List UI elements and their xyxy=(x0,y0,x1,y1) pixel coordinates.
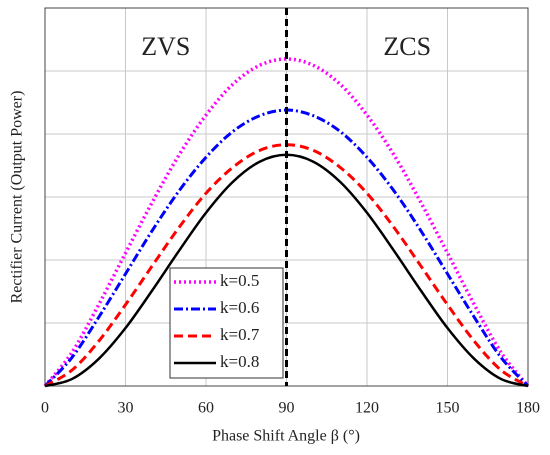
line-series xyxy=(43,57,530,388)
legend-label: k=0.8 xyxy=(220,352,259,371)
legend-label: k=0.7 xyxy=(220,325,260,344)
legend-label: k=0.5 xyxy=(220,271,259,290)
x-axis-label: Phase Shift Angle β (°) xyxy=(212,428,360,445)
x-tick-label: 60 xyxy=(198,400,214,417)
legend-box xyxy=(169,267,284,379)
x-tick-label: 90 xyxy=(279,400,295,417)
x-tick-label: 180 xyxy=(516,400,540,417)
x-tick-label: 150 xyxy=(436,400,460,417)
x-tick-label: 0 xyxy=(41,400,49,417)
legend-label: k=0.6 xyxy=(220,298,259,317)
annotation: ZVS xyxy=(141,32,190,61)
x-tick-label: 30 xyxy=(118,400,134,417)
y-axis-label: Rectifier Current (Output Power) xyxy=(9,91,26,304)
annotation: ZCS xyxy=(383,32,431,61)
x-tick-label: 120 xyxy=(355,400,379,417)
